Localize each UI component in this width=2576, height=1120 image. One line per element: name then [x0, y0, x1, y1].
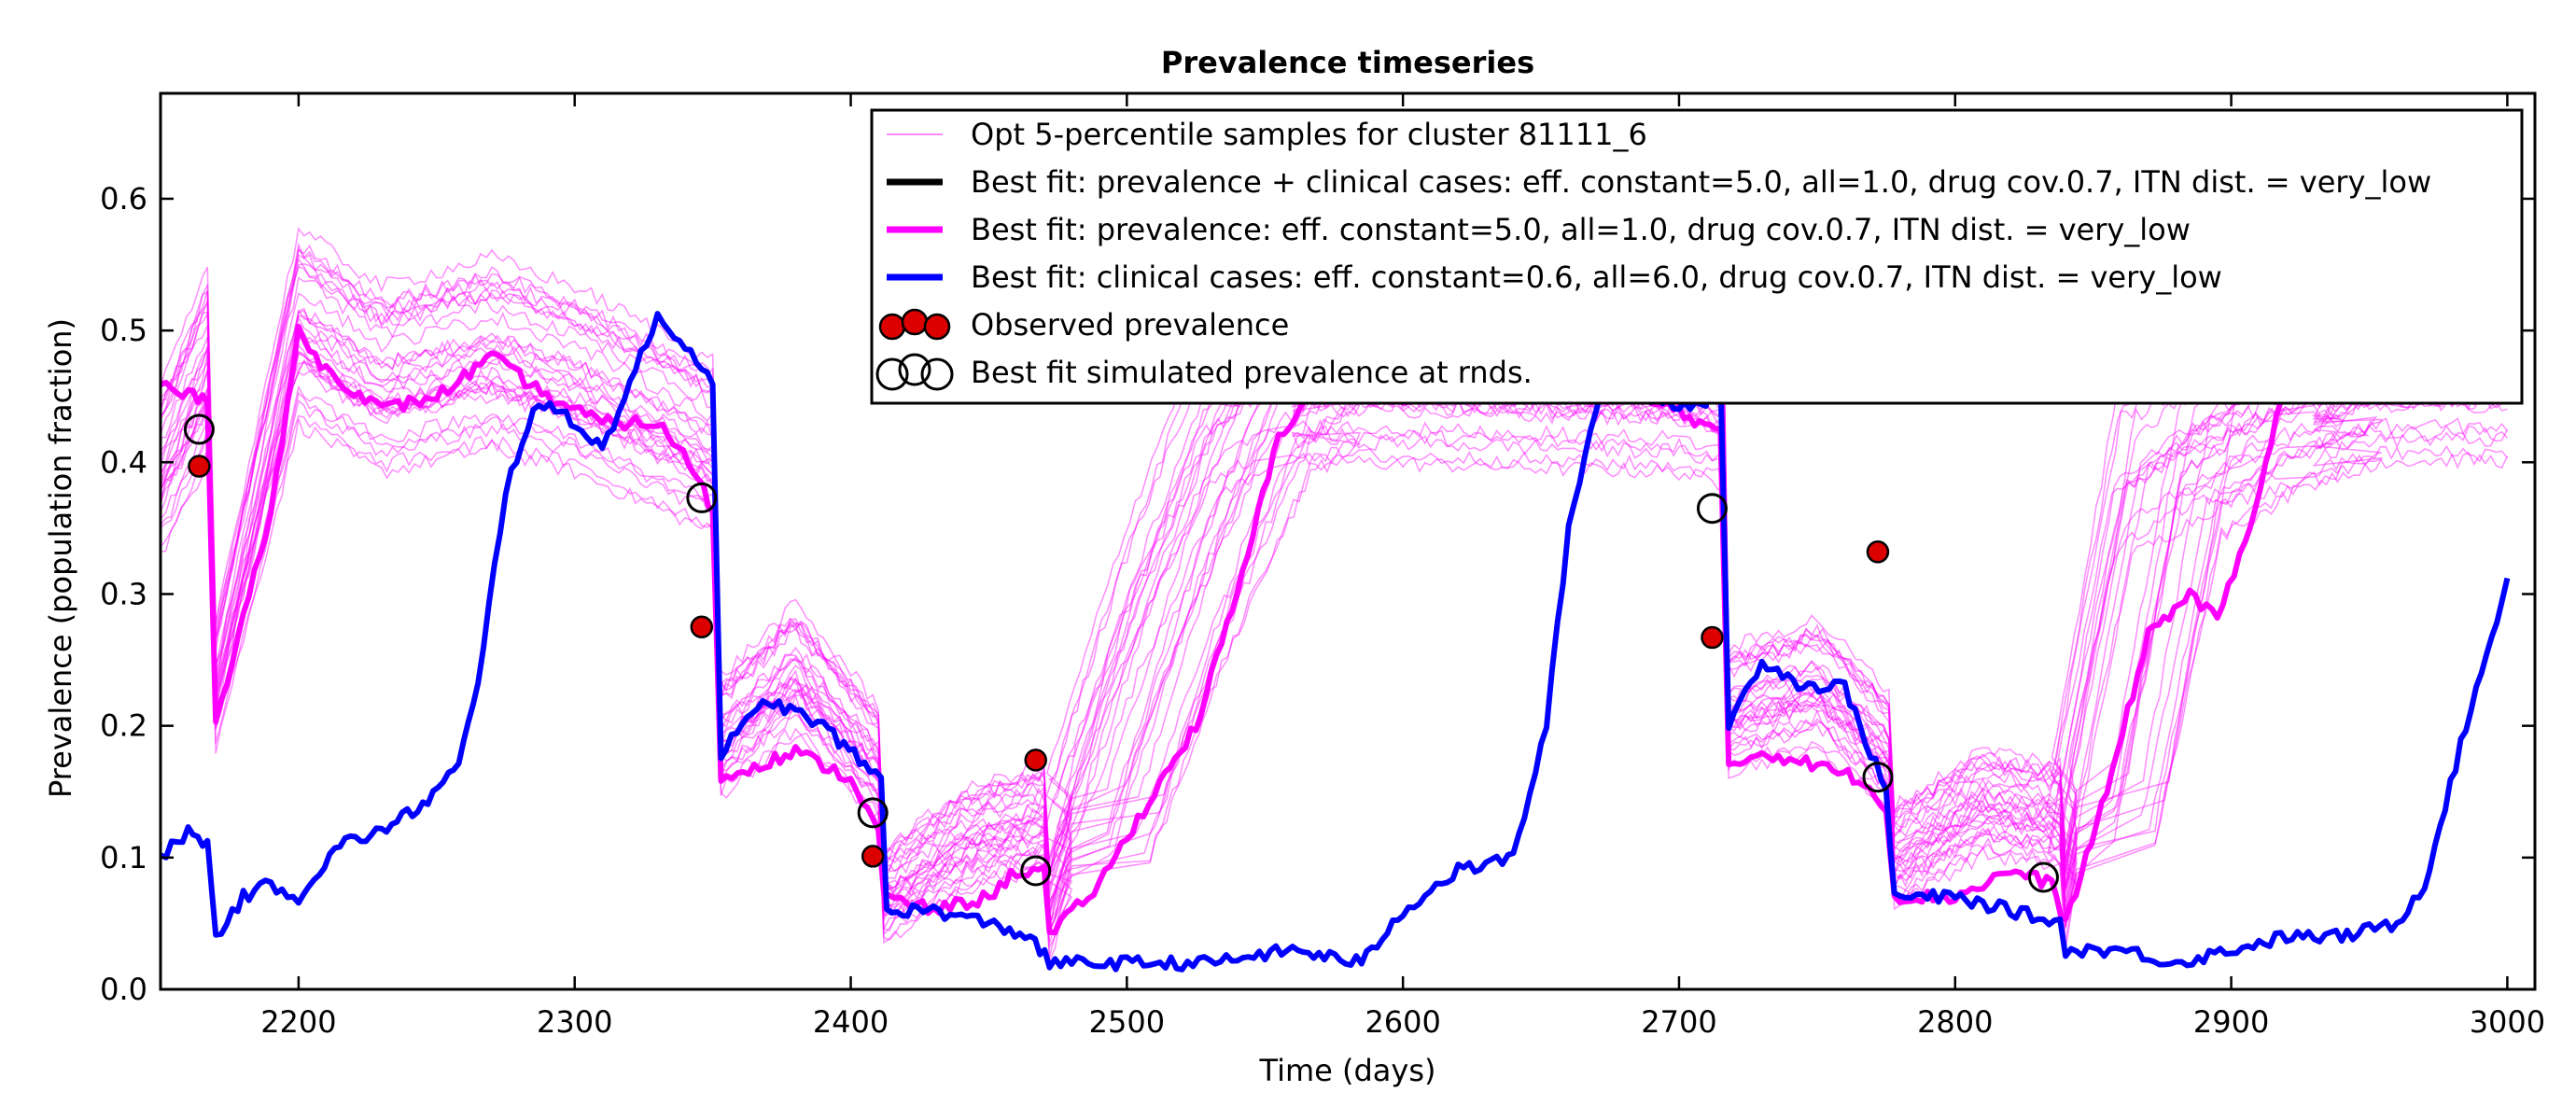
legend-combined-label: Best fit: prevalence + clinical cases: e… — [971, 164, 2431, 200]
simulated-point — [1862, 762, 1894, 793]
observed-point — [1866, 540, 1890, 564]
simulated-point — [2027, 861, 2059, 893]
simulated-point — [183, 413, 215, 445]
best-fit-clinical-line — [161, 311, 2511, 973]
y-tick-label: 0.6 — [100, 181, 147, 217]
observed-point — [1701, 625, 1724, 650]
x-tick-label: 2600 — [1365, 1004, 1440, 1040]
simulated-point — [857, 797, 889, 829]
legend-simulated-marker — [920, 357, 954, 391]
x-tick-label: 2800 — [1917, 1004, 1993, 1040]
x-tick-label: 2500 — [1089, 1004, 1165, 1040]
x-tick-label: 2400 — [813, 1004, 889, 1040]
x-tick-label: 3000 — [2470, 1004, 2545, 1040]
legend-prevalence-label: Best fit: prevalence: eff. constant=5.0,… — [971, 212, 2191, 247]
axis-ticks: 2200 2300 2400 2500 2600 2700 2800 2900 3000 0.0 0… — [100, 93, 2545, 1040]
legend-simulated-marker — [898, 353, 931, 386]
x-tick-label: 2700 — [1641, 1004, 1716, 1040]
legend-samples-label: Opt 5-percentile samples for cluster 811… — [971, 117, 1647, 152]
simulated-point — [686, 482, 718, 513]
chart-title: Prevalence timeseries — [1161, 45, 1534, 80]
simulated-point — [1020, 855, 1052, 887]
observed-point — [861, 845, 885, 868]
sample-line — [161, 391, 2509, 933]
plot-frame — [159, 91, 2537, 991]
observed-point — [1024, 749, 1047, 772]
x-tick-label: 2200 — [260, 1004, 336, 1040]
y-tick-label: 0.4 — [100, 444, 147, 480]
y-axis-label: Prevalence (population fraction) — [43, 318, 78, 798]
legend-simulated-label: Best fit simulated prevalence at rnds. — [971, 355, 1533, 390]
observed-point — [188, 455, 211, 478]
legend: Opt 5-percentile samples for cluster 811… — [870, 108, 2524, 405]
y-tick-label: 0.0 — [100, 972, 147, 1007]
legend-clinical-label: Best fit: clinical cases: eff. constant=… — [971, 259, 2222, 295]
sample-line — [161, 399, 2508, 931]
y-tick-label: 0.5 — [100, 313, 147, 348]
legend-box — [870, 108, 2524, 405]
legend-simulated-marker — [875, 357, 909, 391]
sample-line — [161, 385, 2508, 934]
observed-point — [690, 615, 714, 639]
x-tick-label: 2300 — [537, 1004, 612, 1040]
sample-line — [161, 414, 2508, 948]
simulated-point — [1696, 493, 1728, 525]
x-tick-label: 2900 — [2193, 1004, 2269, 1040]
sample-line — [161, 418, 2509, 958]
y-tick-label: 0.2 — [100, 708, 147, 744]
y-tick-label: 0.1 — [100, 840, 147, 875]
x-axis-label: Time (days) — [1259, 1053, 1436, 1088]
legend-observed-marker — [923, 313, 951, 341]
legend-observed-marker — [901, 308, 929, 336]
legend-observed-marker — [878, 313, 906, 341]
y-tick-label: 0.3 — [100, 576, 147, 611]
legend-observed-label: Observed prevalence — [971, 307, 1289, 343]
